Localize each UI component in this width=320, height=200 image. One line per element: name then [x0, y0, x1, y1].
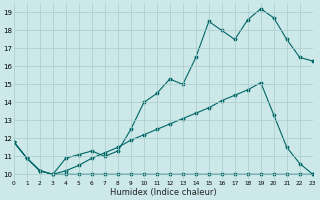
X-axis label: Humidex (Indice chaleur): Humidex (Indice chaleur) [110, 188, 217, 197]
